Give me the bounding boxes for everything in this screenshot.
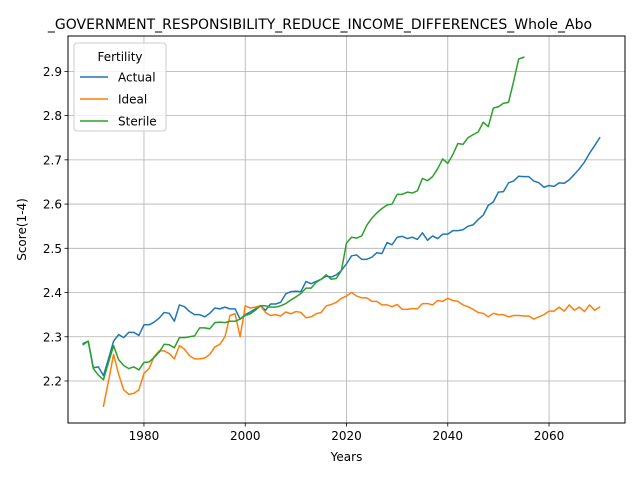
y-tick-label-2.7: 2.7	[43, 153, 62, 167]
y-tick-label-2.2: 2.2	[43, 374, 62, 388]
series-line-ideal	[102, 291, 601, 408]
y-tick-label-2.8: 2.8	[43, 109, 62, 123]
y-tick-label-2.6: 2.6	[43, 198, 62, 212]
y-tick-label-2.5: 2.5	[43, 242, 62, 256]
x-tick-label-1980: 1980	[129, 429, 160, 443]
y-tick-label-2.4: 2.4	[43, 286, 62, 300]
y-axis-label: Score(1-4)	[15, 198, 29, 261]
legend-label-ideal: Ideal	[118, 93, 147, 107]
x-tick-label-2060: 2060	[534, 429, 565, 443]
legend-label-sterile: Sterile	[118, 115, 157, 129]
series-line-sterile	[82, 56, 525, 381]
series-lines	[82, 56, 601, 408]
grid-lines	[68, 36, 625, 423]
legend-box	[73, 42, 167, 132]
x-tick-label-2000: 2000	[230, 429, 261, 443]
axis-ticks: 1980 2000 2020 2040 2060 2.2 2.3 2.4 2.5 2.6 2.7 2.…	[43, 65, 564, 443]
y-tick-label-2.3: 2.3	[43, 330, 62, 344]
x-tick-label-2020: 2020	[331, 429, 362, 443]
y-tick-label-2.9: 2.9	[43, 65, 62, 79]
legend: Fertility Actual Ideal Sterile	[73, 42, 167, 132]
legend-label-actual: Actual	[118, 71, 156, 85]
legend-title: Fertility	[97, 50, 142, 64]
x-tick-label-2040: 2040	[432, 429, 463, 443]
x-axis-label: Years	[330, 450, 363, 464]
chart-title: _GOVERNMENT_RESPONSIBILITY_REDUCE_INCOME…	[47, 17, 592, 33]
